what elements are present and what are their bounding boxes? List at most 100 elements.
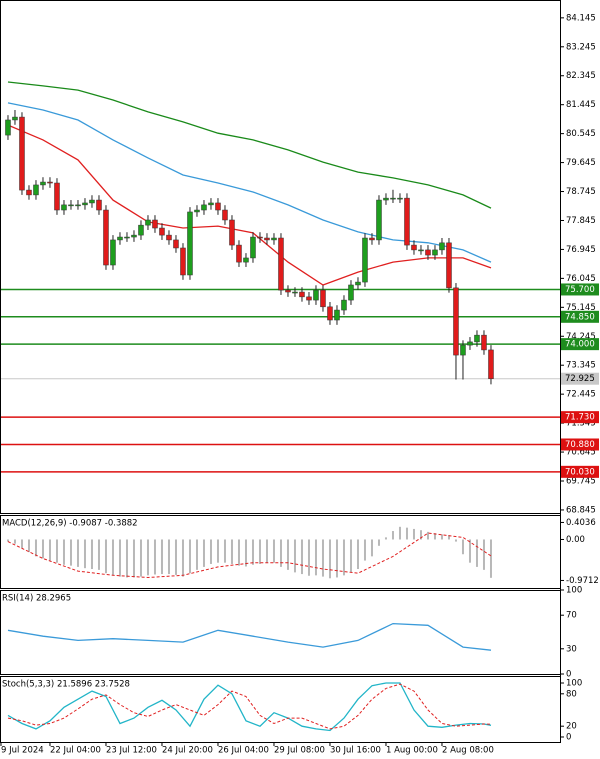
- candle-body: [145, 219, 151, 226]
- macd-bar: [475, 539, 478, 567]
- candle-body: [341, 299, 347, 311]
- macd-bar: [69, 539, 72, 566]
- x-tick-label: 1 Aug 00:00: [386, 746, 438, 756]
- level-label-box: [561, 283, 599, 296]
- macd-bar: [153, 539, 156, 575]
- candle-body: [411, 244, 417, 251]
- macd-bar: [146, 539, 149, 576]
- y-tick-label: 70.645: [566, 448, 596, 458]
- candle-body: [19, 116, 25, 191]
- macd-bar: [300, 539, 303, 575]
- level-label-box: [561, 310, 599, 323]
- macd-bar: [216, 539, 219, 563]
- plot-area: [0, 81, 560, 732]
- y-tick-label: 76.045: [566, 274, 596, 284]
- macd-bar: [34, 539, 37, 557]
- y-tick-label: 70: [566, 611, 577, 621]
- candle-body: [299, 291, 305, 298]
- y-tick-label: 76.945: [566, 245, 596, 255]
- y-tick-label: 80: [566, 689, 577, 699]
- candle-body: [362, 237, 368, 283]
- candle-body: [397, 197, 403, 200]
- level-label: 70.030: [565, 467, 595, 477]
- macd-bar: [328, 539, 331, 579]
- macd-bar: [202, 539, 205, 567]
- candle-body: [418, 249, 424, 252]
- macd-bar: [48, 539, 51, 561]
- macd-bar: [62, 539, 65, 565]
- x-tick-label: 24 Jul 20:00: [162, 746, 213, 756]
- candle-body: [460, 344, 466, 356]
- last-price-label: 72.925: [565, 374, 595, 384]
- macd-bar: [251, 539, 254, 565]
- indicator-line: [7, 532, 492, 579]
- macd-bar: [55, 539, 58, 563]
- macd-bar: [237, 539, 240, 566]
- candle-body: [348, 284, 354, 301]
- x-tick-label: 23 Jul 12:00: [106, 746, 157, 756]
- candle-body: [117, 236, 123, 241]
- y-tick-label: 80.545: [566, 129, 596, 139]
- macd-bar: [90, 539, 93, 570]
- y-tick-label: 82.345: [566, 71, 596, 81]
- y-tick-label: 81.445: [566, 100, 596, 110]
- candle-body: [131, 234, 137, 238]
- x-tick-label: 29 Jul 08:00: [274, 746, 325, 756]
- y-tick-label: 20: [566, 722, 577, 732]
- candle-body: [187, 211, 193, 276]
- macd-bar: [195, 539, 198, 570]
- macd-bar: [412, 528, 415, 540]
- y-tick-label: 73.345: [566, 361, 596, 371]
- level-label: 74.850: [565, 312, 595, 322]
- candle-body: [250, 236, 256, 259]
- candle-body: [166, 234, 172, 241]
- candle-body: [446, 242, 452, 289]
- y-tick-label: -0.9712: [566, 576, 599, 586]
- y-tick-label: 71.545: [566, 419, 596, 429]
- macd-bar: [286, 539, 289, 570]
- macd-bar: [461, 539, 464, 555]
- macd-bar: [258, 539, 261, 564]
- macd-bar: [307, 539, 310, 576]
- macd-bar: [419, 530, 422, 540]
- macd-bar: [6, 539, 9, 542]
- candle-body: [229, 219, 235, 246]
- candle-body: [68, 204, 74, 207]
- candle-body: [271, 237, 277, 241]
- candle-body: [54, 182, 60, 211]
- candle-body: [257, 236, 263, 239]
- y-tick-label: 74.245: [566, 332, 596, 342]
- y-tick-label: 78.745: [566, 187, 596, 197]
- indicator-line: [7, 683, 492, 730]
- candle-body: [201, 204, 207, 211]
- y-tick-label: 100: [566, 679, 582, 689]
- candle-body: [47, 181, 53, 184]
- macd-bar: [223, 539, 226, 563]
- macd-bar: [468, 539, 471, 563]
- candle-body: [306, 296, 312, 301]
- level-label: 74.000: [565, 340, 595, 350]
- candle-body: [278, 237, 284, 291]
- macd-bar: [489, 539, 492, 578]
- y-tick-label: 72.445: [566, 390, 596, 400]
- macd-bar: [13, 539, 16, 544]
- candle-body: [75, 204, 81, 207]
- candle-body: [159, 227, 165, 236]
- y-tick-label: 68.845: [566, 505, 596, 515]
- macd-bar: [377, 539, 380, 546]
- candle-body: [40, 181, 46, 186]
- y-tick-label: 0.00: [566, 535, 585, 545]
- candle-body: [292, 291, 298, 294]
- candle-body: [61, 204, 67, 211]
- macd-bar: [426, 531, 429, 540]
- candle-body: [264, 237, 270, 241]
- candle-body: [103, 209, 109, 266]
- level-label: 70.880: [565, 440, 595, 450]
- macd-bar: [440, 534, 443, 540]
- candle-body: [285, 289, 291, 293]
- candle-body: [439, 242, 445, 251]
- panel-title: RSI(14) 28.2965: [2, 594, 71, 604]
- candle-body: [432, 249, 438, 256]
- candle-body: [481, 334, 487, 351]
